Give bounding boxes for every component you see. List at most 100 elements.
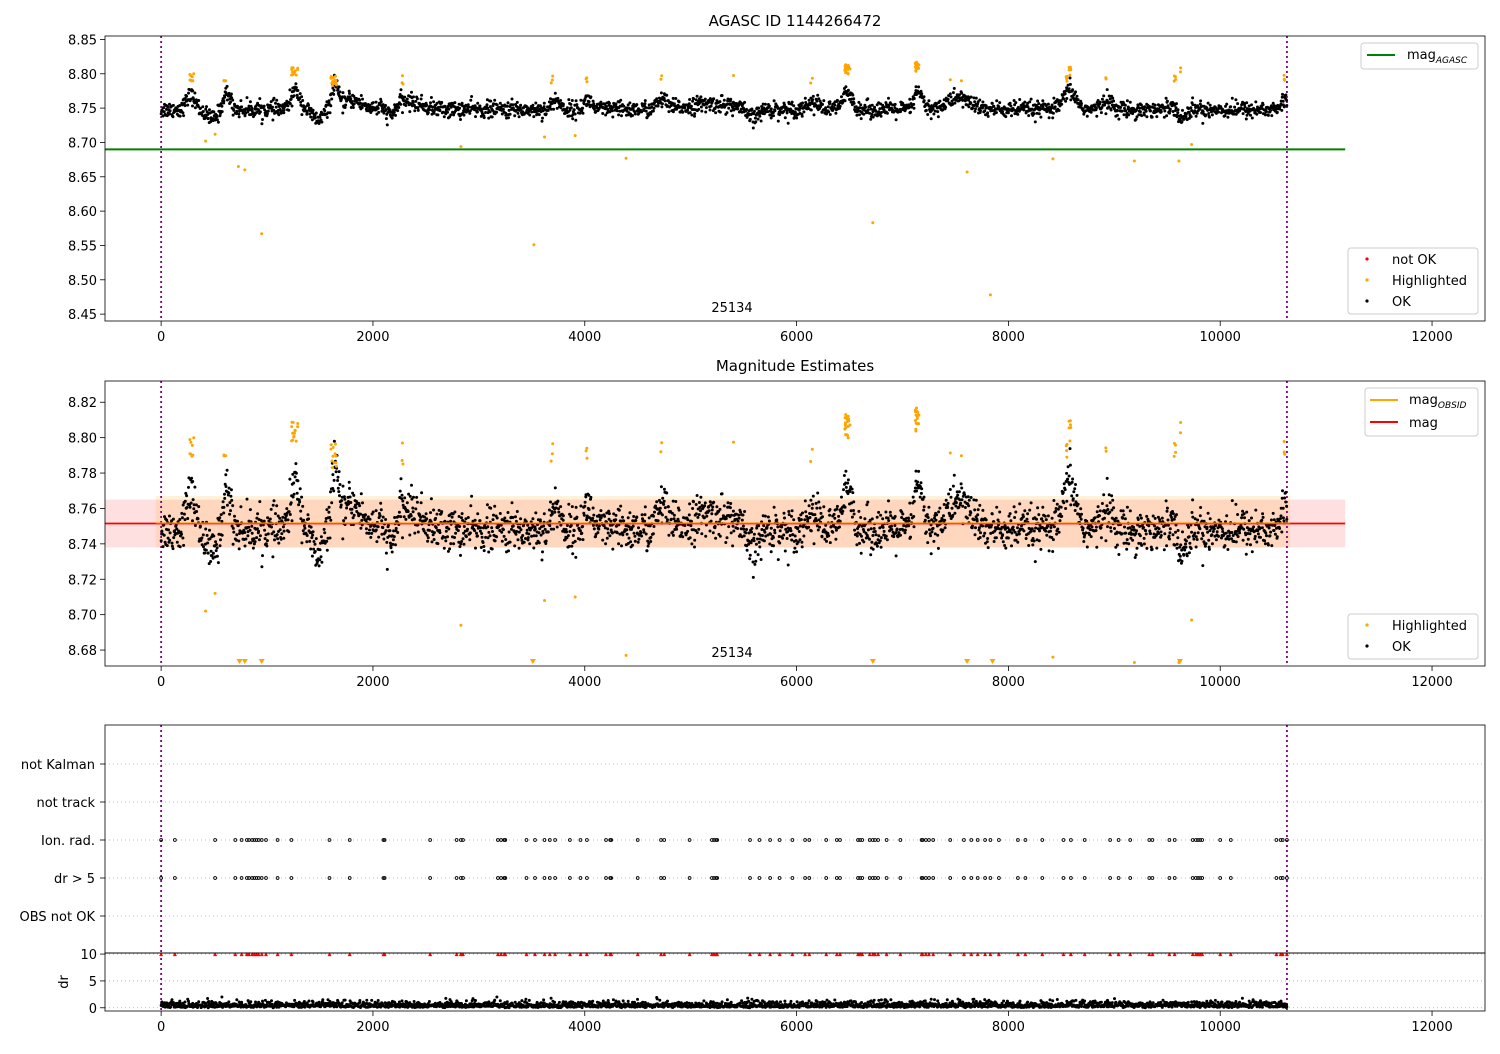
data-point-ok bbox=[816, 94, 819, 97]
data-point-ok bbox=[712, 501, 715, 504]
data-point-ok bbox=[532, 547, 535, 550]
data-point-ok bbox=[523, 541, 526, 544]
data-point-ok bbox=[206, 542, 209, 545]
data-point-ok bbox=[335, 470, 338, 473]
data-point-ok bbox=[299, 92, 302, 95]
data-point-ok bbox=[1151, 116, 1154, 119]
data-point-ok bbox=[231, 504, 234, 507]
data-point-ok bbox=[862, 540, 865, 543]
data-point-ok bbox=[910, 513, 913, 516]
data-point-ok bbox=[1011, 532, 1014, 535]
data-point-ok bbox=[342, 519, 345, 522]
data-point-ok bbox=[385, 529, 388, 532]
data-point-ok bbox=[644, 505, 647, 508]
data-point-ok bbox=[864, 106, 867, 109]
data-point-ok bbox=[820, 512, 823, 515]
data-point-ok bbox=[625, 528, 628, 531]
data-point-ok bbox=[747, 543, 750, 546]
data-point-ok bbox=[349, 501, 352, 504]
data-point-highlighted bbox=[1068, 74, 1071, 77]
data-point-ok bbox=[359, 513, 362, 516]
data-point-ok bbox=[927, 99, 930, 102]
data-point-ok bbox=[1049, 530, 1052, 533]
data-point-ok bbox=[171, 542, 174, 545]
data-point-ok bbox=[796, 526, 799, 529]
data-point-ok bbox=[460, 516, 463, 519]
data-point-ok bbox=[813, 113, 816, 116]
data-point-ok bbox=[433, 112, 436, 115]
data-point-ok bbox=[793, 551, 796, 554]
data-point-ok bbox=[542, 532, 545, 535]
data-point-ok bbox=[655, 97, 658, 100]
data-point-ok bbox=[949, 488, 952, 491]
data-point-ok bbox=[1245, 101, 1248, 104]
data-point-ok bbox=[507, 511, 510, 514]
data-point-ok bbox=[232, 531, 235, 534]
data-point-ok bbox=[870, 108, 873, 111]
data-point-highlighted bbox=[1190, 143, 1193, 146]
data-point-ok bbox=[449, 520, 452, 523]
data-point-ok bbox=[1038, 539, 1041, 542]
data-point-ok bbox=[450, 106, 453, 109]
data-point-ok bbox=[913, 525, 916, 528]
data-point-ok bbox=[909, 536, 912, 539]
data-point-ok bbox=[552, 528, 555, 531]
data-point-ok bbox=[417, 109, 420, 112]
data-point-ok bbox=[403, 515, 406, 518]
data-point-ok bbox=[1064, 488, 1067, 491]
data-point-ok bbox=[202, 545, 205, 548]
data-point-ok bbox=[758, 115, 761, 118]
data-point-ok bbox=[461, 102, 464, 105]
data-point-ok bbox=[195, 510, 198, 513]
data-point-ok bbox=[732, 530, 735, 533]
axes-frame bbox=[105, 36, 1485, 321]
data-point-ok bbox=[628, 511, 631, 514]
data-point-ok bbox=[712, 97, 715, 100]
data-point-ok bbox=[652, 515, 655, 518]
data-point-ok bbox=[1100, 536, 1103, 539]
data-point-ok bbox=[399, 103, 402, 106]
data-point-ok bbox=[614, 518, 617, 521]
data-point-highlighted bbox=[224, 79, 227, 82]
data-point-ok bbox=[667, 534, 670, 537]
data-point-ok bbox=[476, 110, 479, 113]
data-point-ok bbox=[901, 513, 904, 516]
data-point-ok bbox=[200, 537, 203, 540]
data-point-ok bbox=[411, 507, 414, 510]
data-point-ok bbox=[415, 496, 418, 499]
data-point-ok bbox=[611, 109, 614, 112]
data-point-ok bbox=[343, 498, 346, 501]
data-point-ok bbox=[621, 533, 624, 536]
data-point-ok bbox=[557, 511, 560, 514]
data-point-ok bbox=[964, 506, 967, 509]
data-point-ok bbox=[476, 535, 479, 538]
data-point-ok bbox=[230, 499, 233, 502]
data-point-ok bbox=[704, 535, 707, 538]
data-point-ok bbox=[403, 96, 406, 99]
data-point-ok bbox=[871, 104, 874, 107]
data-point-ok bbox=[463, 525, 466, 528]
data-point-ok bbox=[920, 487, 923, 490]
data-point-ok bbox=[726, 111, 729, 114]
data-point-ok bbox=[907, 517, 910, 520]
data-point-ok bbox=[944, 526, 947, 529]
data-point-ok bbox=[981, 101, 984, 104]
data-point-ok bbox=[809, 516, 812, 519]
data-point-ok bbox=[394, 114, 397, 117]
data-point-ok bbox=[384, 518, 387, 521]
data-point-ok bbox=[169, 531, 172, 534]
data-point-ok bbox=[483, 116, 486, 119]
data-point-ok bbox=[327, 511, 330, 514]
data-point-ok bbox=[209, 560, 212, 563]
data-point-ok bbox=[1047, 525, 1050, 528]
data-point-highlighted bbox=[1179, 66, 1182, 69]
data-point-ok bbox=[616, 531, 619, 534]
data-point-ok bbox=[454, 532, 457, 535]
data-point-ok bbox=[288, 510, 291, 513]
data-point-ok bbox=[1073, 487, 1076, 490]
data-point-ok bbox=[264, 537, 267, 540]
data-point-ok bbox=[232, 527, 235, 530]
data-point-highlighted bbox=[585, 77, 588, 80]
data-point-ok bbox=[501, 540, 504, 543]
